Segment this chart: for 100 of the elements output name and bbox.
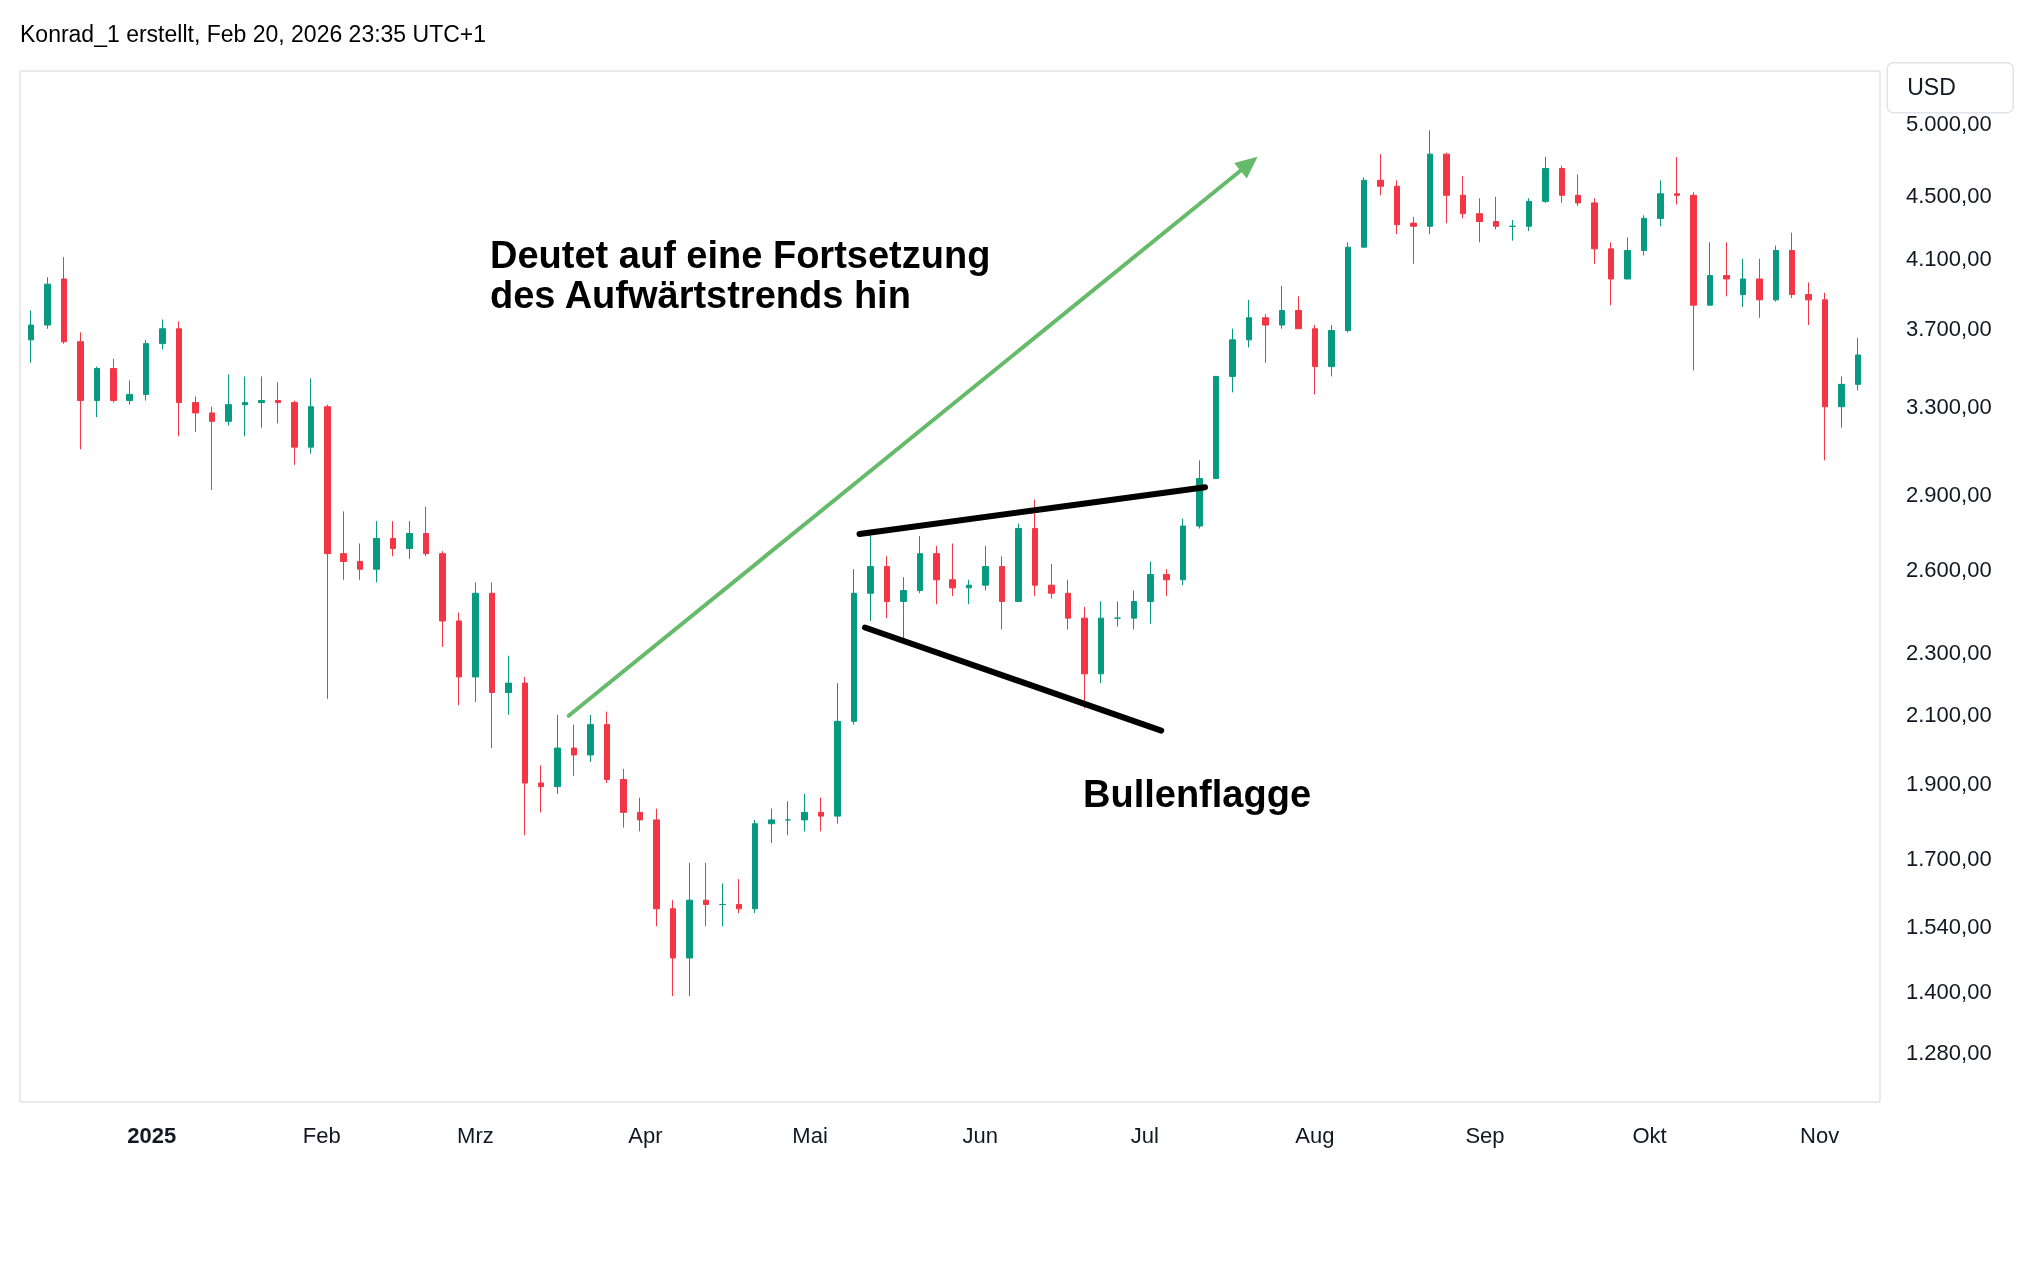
candlestick — [1131, 590, 1137, 630]
candlestick — [291, 400, 298, 466]
candlestick — [505, 655, 512, 716]
annotation: Deutet auf eine Fortsetzung des Aufwärtstrends hin — [490, 234, 991, 316]
candlestick — [1641, 214, 1647, 256]
candlestick — [1822, 292, 1828, 461]
x-tick-label: 2025 — [127, 1122, 177, 1148]
candlestick — [390, 520, 396, 557]
candlestick — [785, 800, 791, 836]
candlestick — [653, 808, 660, 927]
candlestick — [1526, 197, 1532, 232]
candlestick — [94, 366, 100, 418]
y-tick-label: 4.500,00 — [1906, 182, 1992, 208]
candlestick — [818, 797, 824, 832]
candlestick — [752, 819, 758, 914]
candlestick — [1707, 241, 1713, 306]
candlestick — [1147, 560, 1154, 625]
candlestick — [1559, 165, 1565, 204]
candlestick — [1855, 337, 1861, 391]
candlestick — [456, 612, 462, 706]
x-tick-label: Apr — [628, 1122, 663, 1148]
candlestick — [620, 768, 627, 829]
candlestick — [637, 797, 643, 832]
candlestick — [159, 319, 166, 350]
y-tick-label: 5.000,00 — [1906, 110, 1992, 136]
candlestick — [1427, 129, 1433, 235]
candlestick — [604, 711, 610, 784]
candlestick — [209, 406, 215, 491]
y-tick-label: 4.100,00 — [1906, 246, 1992, 272]
candlestick — [1114, 600, 1121, 628]
candlestick — [966, 579, 972, 605]
x-tick-label: Mai — [792, 1122, 828, 1148]
candlestick — [1542, 156, 1549, 204]
candlestick — [61, 256, 67, 345]
candlestick — [1229, 328, 1236, 393]
candlestick — [242, 375, 248, 437]
candlestick — [406, 520, 413, 560]
candlestick — [77, 331, 84, 450]
candlestick — [1805, 281, 1812, 326]
candlestick — [1756, 258, 1763, 319]
candlestick — [719, 882, 726, 927]
candlestick — [1608, 241, 1614, 306]
candlestick — [324, 404, 331, 700]
x-tick-label: Nov — [1800, 1122, 1840, 1148]
candlestick — [670, 899, 676, 997]
candlestick — [1410, 216, 1417, 265]
candlestick — [884, 555, 890, 619]
x-tick-label: Mrz — [457, 1122, 494, 1148]
candlestick — [1361, 176, 1367, 248]
candlestick — [1443, 152, 1450, 224]
candlestick — [999, 555, 1005, 630]
y-tick-label: 1.540,00 — [1906, 913, 1992, 939]
y-tick-label: 2.300,00 — [1906, 640, 1992, 666]
candlestick — [1098, 600, 1104, 684]
candlestick — [472, 581, 479, 703]
candlestick — [522, 676, 528, 836]
candlestick — [1345, 241, 1351, 333]
candlestick — [1723, 241, 1730, 297]
candlestick — [143, 339, 149, 402]
candlestick — [373, 520, 380, 583]
candlestick — [1476, 197, 1483, 243]
y-tick-label: 3.700,00 — [1906, 316, 1992, 342]
annotation: Bullenflagge — [1083, 773, 1312, 815]
candlestick — [571, 724, 577, 777]
y-tick-label: 2.100,00 — [1906, 702, 1992, 728]
candlestick — [1015, 523, 1022, 602]
x-tick-label: Sep — [1465, 1122, 1505, 1148]
y-tick-label: 1.900,00 — [1906, 770, 1992, 796]
candlestick — [192, 395, 199, 433]
x-tick-label: Jul — [1130, 1122, 1159, 1148]
candlestick — [538, 764, 544, 813]
candlestick — [834, 682, 841, 825]
candlestick — [1591, 197, 1598, 265]
candlestick — [1674, 156, 1680, 205]
candlestick — [1493, 196, 1499, 230]
candlestick — [176, 320, 182, 437]
candlestick — [1773, 245, 1779, 303]
candlestick — [949, 543, 956, 597]
candlestick — [308, 377, 314, 455]
candlestick — [1081, 606, 1088, 709]
candlestick — [1328, 324, 1335, 377]
candlestick — [1740, 258, 1746, 308]
candlestick — [1213, 375, 1219, 480]
x-tick-label: Jun — [962, 1122, 998, 1148]
y-axis-title: USD — [1907, 74, 1956, 101]
candlestick — [1460, 175, 1466, 219]
x-tick-label: Feb — [302, 1122, 341, 1148]
candlestick — [736, 878, 742, 914]
candlestick — [44, 276, 51, 330]
candlestick — [1163, 568, 1170, 597]
candlestick — [1657, 179, 1664, 227]
candlestick — [1048, 563, 1055, 600]
x-tick-label: Aug — [1295, 1122, 1335, 1148]
candlestick — [439, 550, 446, 648]
candlestick — [1246, 299, 1252, 348]
candlestick — [554, 714, 561, 795]
y-tick-label: 1.280,00 — [1906, 1039, 1992, 1065]
candlestick — [1065, 579, 1071, 630]
candlestick — [357, 543, 363, 581]
candlestick — [1575, 173, 1581, 207]
